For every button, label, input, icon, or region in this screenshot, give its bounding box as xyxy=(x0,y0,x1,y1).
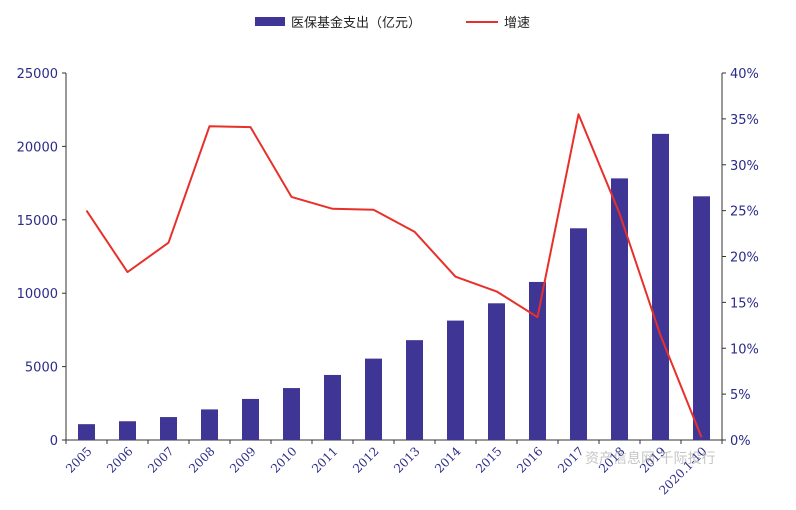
left-tick-label: 5000 xyxy=(25,361,58,376)
x-tick-label: 2013 xyxy=(391,444,422,475)
bar xyxy=(283,388,300,440)
legend-item-line: 增速 xyxy=(466,12,530,31)
legend-item-bar: 医保基金支出（亿元） xyxy=(255,12,421,31)
right-tick-label: 5% xyxy=(730,388,751,403)
bar xyxy=(201,409,218,440)
x-tick-label: 2015 xyxy=(473,444,504,475)
bar xyxy=(693,196,710,440)
bar xyxy=(447,320,464,440)
right-tick-label: 0% xyxy=(730,434,751,449)
right-tick-label: 10% xyxy=(730,342,759,357)
bar xyxy=(324,374,341,440)
bar xyxy=(611,178,628,440)
x-tick-label: 2007 xyxy=(145,444,176,475)
bar xyxy=(529,281,546,440)
growth-line xyxy=(85,113,703,438)
legend-bar-label: 医保基金支出（亿元） xyxy=(291,16,422,31)
right-tick-label: 20% xyxy=(730,251,759,266)
left-tick-label: 10000 xyxy=(17,287,58,302)
bar xyxy=(406,340,423,440)
left-tick-label: 25000 xyxy=(17,67,58,82)
watermark: 资产信息网 千际投行 xyxy=(585,451,716,467)
legend: 医保基金支出（亿元） 增速 xyxy=(0,12,796,34)
left-tick-label: 20000 xyxy=(17,140,58,155)
x-tick-label: 2012 xyxy=(350,444,381,475)
bar xyxy=(242,398,259,440)
right-tick-label: 15% xyxy=(730,296,759,311)
x-tick-label: 2008 xyxy=(186,444,217,475)
x-tick-label: 2006 xyxy=(104,444,135,475)
right-tick-label: 40% xyxy=(730,67,759,82)
right-tick-label: 30% xyxy=(730,159,759,174)
legend-bar-swatch xyxy=(255,17,285,26)
x-tick-label: 2017 xyxy=(555,444,586,475)
legend-line-label: 增速 xyxy=(504,16,531,31)
bar xyxy=(365,358,382,440)
x-tick-label: 2009 xyxy=(227,444,258,475)
x-tick-label: 2005 xyxy=(63,444,94,475)
right-tick-label: 25% xyxy=(730,205,759,220)
x-tick-label: 2014 xyxy=(432,444,464,476)
bar xyxy=(488,303,505,440)
bar xyxy=(160,417,177,440)
x-tick-label: 2011 xyxy=(309,444,340,475)
left-tick-label: 0 xyxy=(50,434,58,449)
right-tick-label: 35% xyxy=(730,113,759,128)
x-tick-label: 2010 xyxy=(268,444,299,475)
bar xyxy=(78,424,95,440)
legend-line-swatch xyxy=(466,20,498,23)
left-tick-label: 15000 xyxy=(17,214,58,229)
x-tick-label: 2016 xyxy=(514,444,545,475)
bar xyxy=(652,133,669,440)
bar xyxy=(119,421,136,440)
bar xyxy=(570,228,587,440)
